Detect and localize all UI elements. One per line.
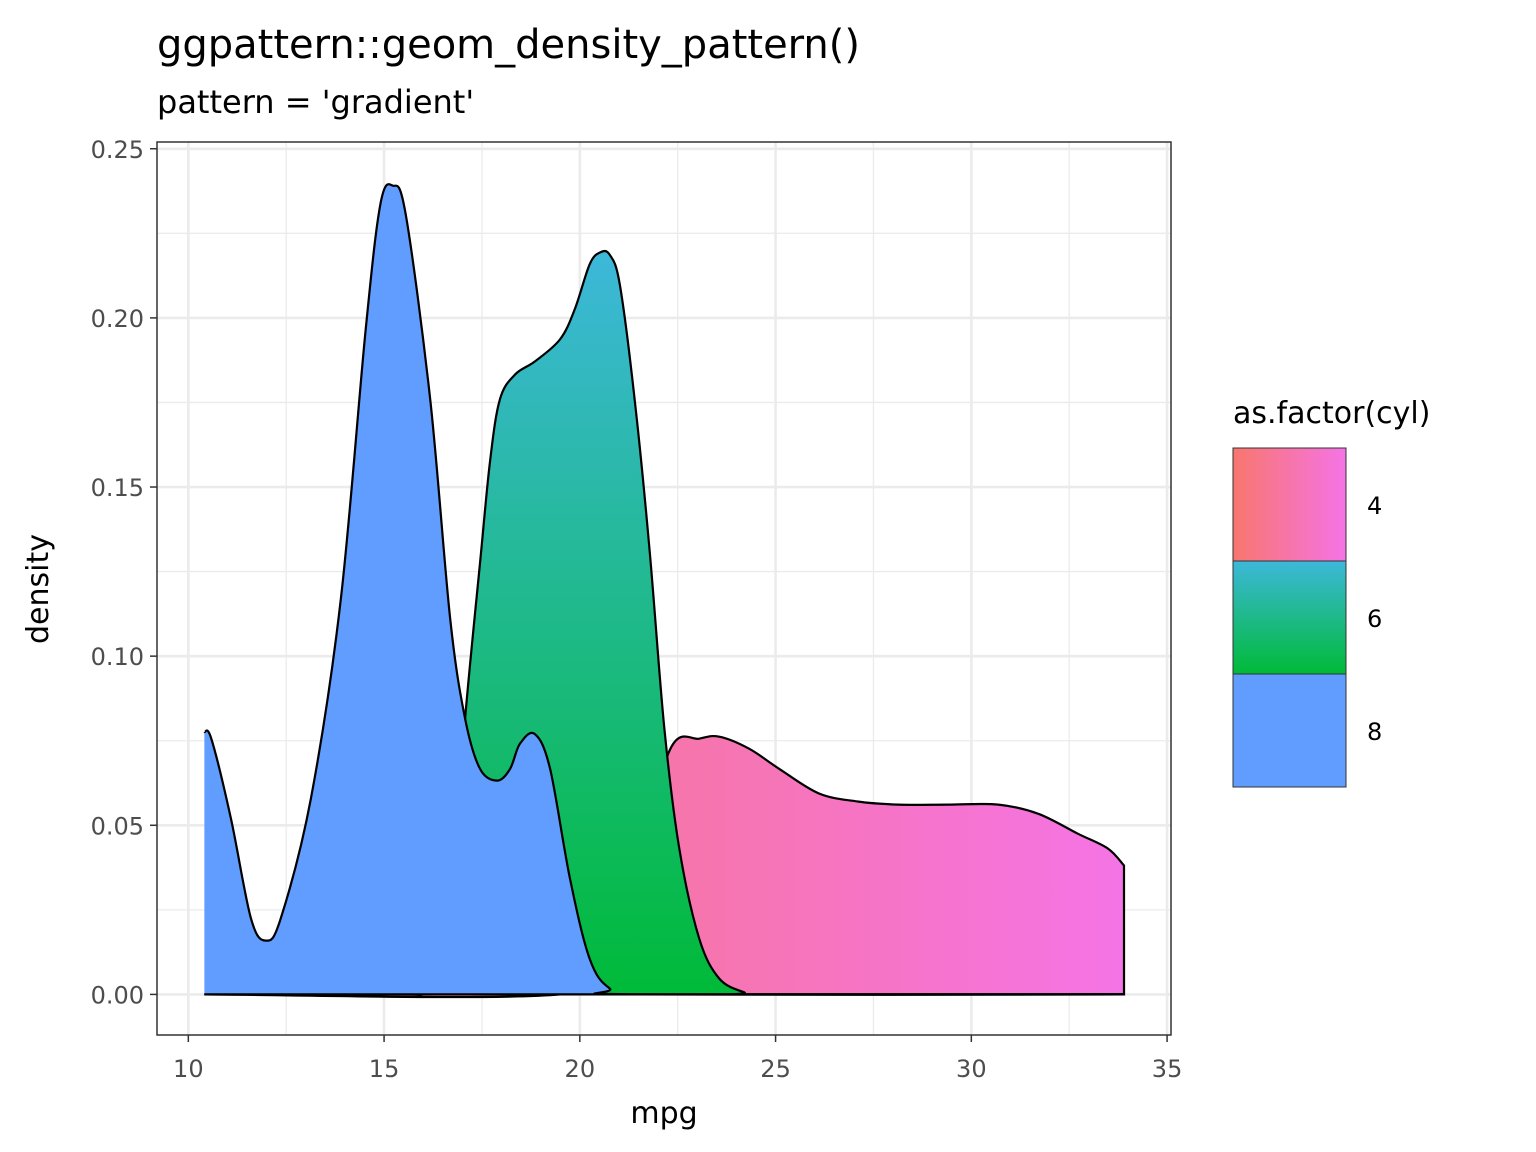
density-outline-cyl-8 — [203, 183, 1125, 996]
legend-label-cyl-4: 4 — [1367, 492, 1382, 520]
x-axis-title: mpg — [630, 1096, 697, 1131]
chart-title: ggpattern::geom_density_pattern() — [157, 22, 860, 68]
x-tick-label: 30 — [956, 1055, 987, 1083]
chart-subtitle: pattern = 'gradient' — [157, 83, 474, 121]
legend-key-cyl-6 — [1232, 560, 1347, 675]
legend-label-cyl-6: 6 — [1367, 605, 1382, 633]
density-area-cyl-8 — [204, 184, 1125, 995]
y-tick-label: 0.00 — [91, 981, 144, 1009]
gridlines — [157, 142, 1171, 1035]
legend-key-cyl-4 — [1232, 447, 1347, 562]
density-area-cyl-6 — [204, 251, 1125, 996]
y-axis-title: density — [21, 534, 56, 644]
y-tick-label: 0.05 — [91, 812, 144, 840]
y-tick-label: 0.20 — [91, 305, 144, 333]
legend-key-cyl-8 — [1232, 673, 1347, 788]
x-tick-label: 10 — [173, 1055, 204, 1083]
legend-title: as.factor(cyl) — [1233, 396, 1430, 431]
density-areas — [203, 183, 1126, 999]
x-tick-label: 35 — [1152, 1055, 1183, 1083]
x-tick-label: 15 — [369, 1055, 400, 1083]
axes: 10 15 20 25 30 35 0.00 0.05 0.10 0.15 0.20 0.25 — [91, 136, 1183, 1083]
panel-border — [156, 141, 1172, 1036]
y-tick-label: 0.25 — [91, 136, 144, 164]
x-tick-label: 20 — [565, 1055, 596, 1083]
x-tick-label: 25 — [760, 1055, 791, 1083]
y-tick-label: 0.15 — [91, 474, 144, 502]
legend-label-cyl-8: 8 — [1367, 718, 1382, 746]
y-tick-label: 0.10 — [91, 643, 144, 671]
legend: as.factor(cyl) 4 6 8 — [1232, 396, 1430, 788]
